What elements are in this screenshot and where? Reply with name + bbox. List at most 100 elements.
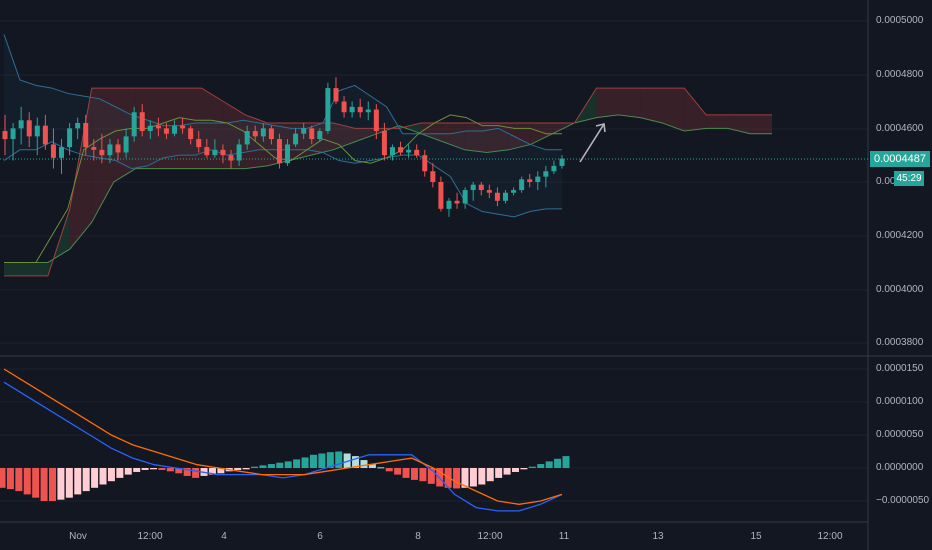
macd-histogram-bar xyxy=(166,468,174,472)
candle-body xyxy=(301,128,307,134)
candle-body xyxy=(333,88,339,102)
candle-body xyxy=(75,122,81,129)
time-tick-label: Nov xyxy=(69,531,87,542)
candle-body xyxy=(220,149,226,156)
time-tick-label: 15 xyxy=(750,531,762,542)
candlestick-series[interactable] xyxy=(2,77,565,217)
macd-histogram-bar xyxy=(377,467,385,469)
macd-histogram-bar xyxy=(0,468,6,488)
macd-histogram-bar xyxy=(65,468,73,498)
macd-histogram-bar xyxy=(554,458,562,468)
macd-histogram-bar xyxy=(360,460,368,468)
macd-histogram-bar xyxy=(511,468,519,472)
price-tick-label: 0.0004600 xyxy=(876,123,924,134)
macd-histogram-bar xyxy=(478,468,486,485)
macd-histogram-bar xyxy=(150,468,158,470)
candle-body xyxy=(2,131,8,140)
cloud-segment xyxy=(464,122,487,153)
cloud-segment xyxy=(640,88,663,123)
candle-body xyxy=(486,190,492,193)
macd-histogram-bar xyxy=(545,461,553,468)
macd-histogram-bar xyxy=(486,468,494,482)
macd-histogram-bar xyxy=(116,468,124,478)
macd-pane xyxy=(0,368,570,512)
candle-body xyxy=(163,128,169,134)
cloud-segment xyxy=(442,122,465,150)
candle-body xyxy=(196,139,202,148)
candle-body xyxy=(155,125,161,129)
candle-body xyxy=(325,88,331,132)
macd-histogram-bar xyxy=(469,468,477,487)
cloud-segment xyxy=(530,122,553,145)
time-tick-label: 12:00 xyxy=(477,531,503,542)
price-tick-label: 0.0004200 xyxy=(876,230,924,241)
cloud-segment xyxy=(750,114,772,134)
macd-histogram-bar xyxy=(49,468,57,501)
macd-tick-label: 0.0000050 xyxy=(876,429,924,440)
span-b-line xyxy=(4,87,772,277)
candle-body xyxy=(454,200,460,204)
countdown-label: 45:29 xyxy=(894,171,924,186)
macd-histogram-bar xyxy=(436,468,444,487)
macd-histogram-bar xyxy=(461,468,469,488)
macd-histogram-bar xyxy=(368,464,376,468)
candle-body xyxy=(365,109,371,113)
span-a-line xyxy=(4,114,772,263)
time-tick-label: 12:00 xyxy=(817,531,843,542)
macd-tick-label: −0.0000050 xyxy=(876,495,930,506)
macd-histogram-bar xyxy=(293,459,301,468)
macd-histogram-bar xyxy=(133,468,141,472)
candle-body xyxy=(511,190,517,193)
candle-body xyxy=(317,131,323,140)
arrow-annotation[interactable] xyxy=(579,123,606,163)
macd-histogram-bar xyxy=(562,456,570,468)
candle-body xyxy=(260,128,266,137)
cloud-segment xyxy=(333,122,356,150)
candle-body xyxy=(276,139,282,164)
signal-line xyxy=(3,368,563,505)
macd-histogram-bar xyxy=(427,468,435,484)
time-tick-label: 13 xyxy=(652,531,664,542)
macd-histogram-bar xyxy=(99,468,107,485)
macd-histogram-bar xyxy=(234,468,242,470)
macd-histogram-bar xyxy=(82,468,90,492)
candle-body xyxy=(188,128,194,140)
bb-lower-line xyxy=(3,141,562,218)
candle-body xyxy=(414,149,420,156)
candle-body xyxy=(59,147,65,158)
macd-histogram-bar xyxy=(217,468,225,474)
candle-body xyxy=(293,133,299,145)
candle-body xyxy=(172,125,178,134)
candle-body xyxy=(42,125,48,145)
candle-body xyxy=(535,176,541,182)
cloud-segment xyxy=(420,122,443,142)
macd-tick-label: 0.0000000 xyxy=(876,462,924,473)
time-tick-label: 12:00 xyxy=(137,531,163,542)
macd-histogram-bar xyxy=(520,468,528,470)
candle-body xyxy=(212,149,218,156)
candle-body xyxy=(559,158,565,166)
candle-body xyxy=(357,106,363,113)
cloud-segment xyxy=(706,114,729,129)
macd-histogram-bar xyxy=(192,468,200,478)
cloud-segment xyxy=(684,88,707,132)
candle-body xyxy=(527,179,533,182)
cloud-segment xyxy=(355,128,378,142)
cloud-segment xyxy=(618,88,641,118)
macd-histogram-bar xyxy=(141,468,149,470)
candle-body xyxy=(551,165,557,172)
candle-body xyxy=(204,147,210,156)
candle-body xyxy=(10,128,16,140)
macd-tick-label: 0.0000150 xyxy=(876,363,924,374)
bollinger-bands xyxy=(3,34,562,263)
macd-histogram-bar xyxy=(15,468,23,492)
macd-histogram-bar xyxy=(208,468,216,475)
candle-body xyxy=(139,112,145,132)
macd-histogram-bar xyxy=(251,466,259,468)
candle-body xyxy=(494,192,500,201)
candle-body xyxy=(34,125,40,137)
time-tick-label: 4 xyxy=(221,531,227,542)
current-price-label: 0.0004487 xyxy=(870,151,930,167)
macd-histogram-bar xyxy=(57,468,65,500)
